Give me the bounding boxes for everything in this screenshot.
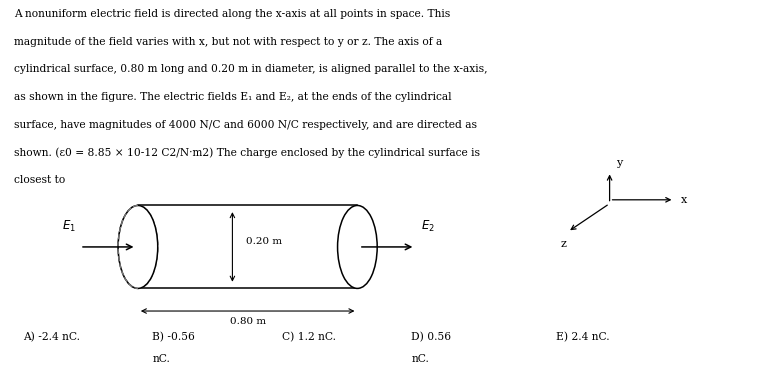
Text: shown. (ε0 = 8.85 × 10-12 C2/N·m2) The charge enclosed by the cylindrical surfac: shown. (ε0 = 8.85 × 10-12 C2/N·m2) The c… (14, 147, 480, 158)
Text: nC.: nC. (152, 354, 170, 365)
Text: B) -0.56: B) -0.56 (152, 332, 195, 342)
Text: magnitude of the field varies with x, but not with respect to y or z. The axis o: magnitude of the field varies with x, bu… (14, 37, 442, 47)
Text: closest to: closest to (14, 175, 65, 185)
Text: D) 0.56: D) 0.56 (411, 332, 451, 342)
Polygon shape (138, 205, 357, 288)
Text: as shown in the figure. The electric fields E₁ and E₂, at the ends of the cylind: as shown in the figure. The electric fie… (14, 92, 451, 102)
Text: z: z (561, 239, 567, 249)
Text: surface, have magnitudes of 4000 N/C and 6000 N/C respectively, and are directed: surface, have magnitudes of 4000 N/C and… (14, 120, 477, 130)
Text: x: x (680, 195, 687, 205)
Text: cylindrical surface, 0.80 m long and 0.20 m in diameter, is aligned parallel to : cylindrical surface, 0.80 m long and 0.2… (14, 64, 487, 75)
Text: C) 1.2 nC.: C) 1.2 nC. (282, 332, 336, 342)
Text: A nonuniform electric field is directed along the x-axis at all points in space.: A nonuniform electric field is directed … (14, 9, 450, 20)
Ellipse shape (338, 205, 377, 288)
Text: $E_1$: $E_1$ (62, 219, 75, 234)
Ellipse shape (118, 205, 158, 288)
Text: $E_2$: $E_2$ (421, 219, 435, 234)
Text: A) -2.4 nC.: A) -2.4 nC. (23, 332, 80, 342)
Text: 0.20 m: 0.20 m (246, 237, 282, 246)
Text: 0.80 m: 0.80 m (229, 317, 266, 326)
Text: nC.: nC. (411, 354, 429, 365)
Text: E) 2.4 nC.: E) 2.4 nC. (556, 332, 610, 342)
Text: y: y (616, 158, 622, 168)
